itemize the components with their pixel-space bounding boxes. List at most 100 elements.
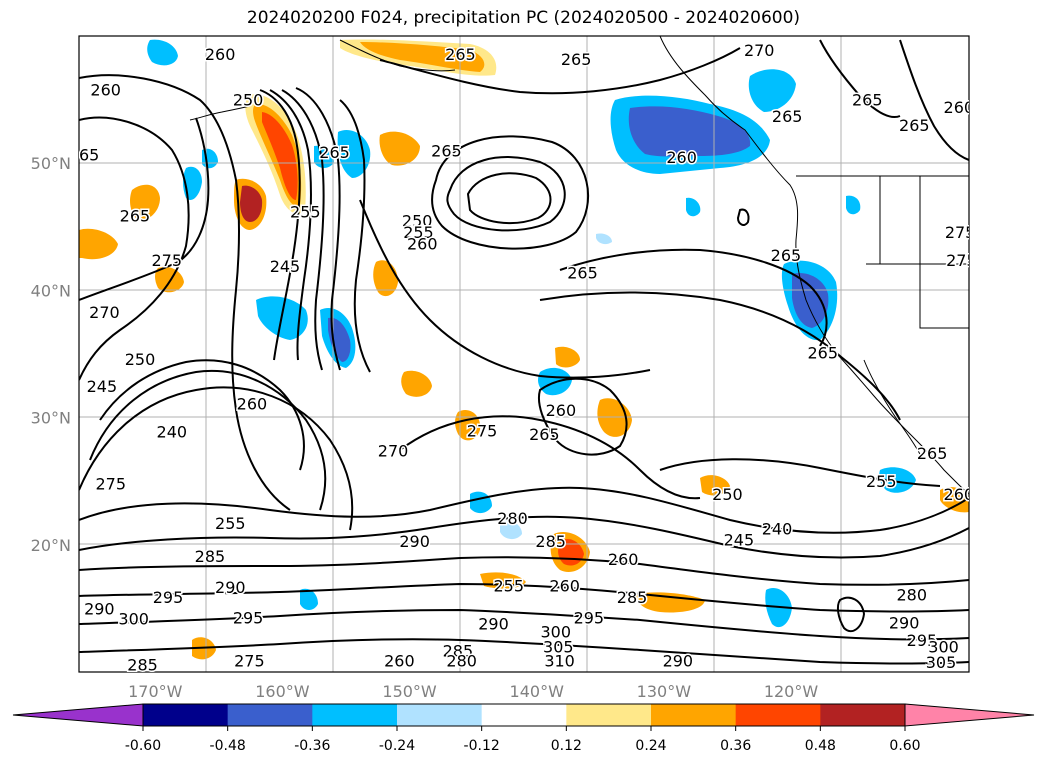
contour-line: [295, 87, 341, 371]
baja-coastline: [863, 359, 923, 459]
state-border: [919, 176, 969, 329]
negative-anomaly-area: [328, 317, 351, 362]
contour-label: 275: [96, 475, 127, 494]
contour-line: [79, 638, 969, 665]
contour-label: 265: [431, 141, 462, 160]
contour-label: 295: [574, 608, 605, 627]
north-america-coastline: [659, 36, 969, 495]
longitude-labels: 170°W 160°W 150°W 140°W 130°W 120°W: [128, 682, 818, 701]
positive-anomaly-area: [155, 266, 184, 293]
positive-anomaly-area: [555, 346, 580, 368]
contour-label: 260: [546, 401, 577, 420]
negative-anomaly-area: [337, 130, 371, 178]
contour-line: [259, 89, 301, 361]
contour-label: 275: [234, 652, 265, 671]
contour-line: [79, 556, 969, 586]
contour-line: [339, 99, 371, 373]
contour-label: 260: [205, 45, 236, 64]
longitude-tick-label: 120°W: [764, 682, 819, 701]
contour-line: [269, 89, 312, 361]
contour-label: 295: [907, 631, 938, 650]
contour-label: 265: [319, 143, 350, 162]
longitude-tick-label: 160°W: [255, 682, 310, 701]
contour-label: 265: [120, 206, 151, 225]
contour-line: [559, 248, 828, 347]
positive-anomaly-area: [262, 112, 298, 200]
contour-line: [466, 172, 552, 225]
contour-lines: [79, 39, 969, 665]
contour-label: 280: [497, 509, 528, 528]
positive-anomaly-area: [401, 370, 432, 397]
contour-label: 265: [808, 344, 839, 363]
negative-anomaly-area: [147, 39, 178, 66]
contour-label: 290: [399, 532, 430, 551]
contour-label: 265: [529, 425, 560, 444]
contour-label: 285: [535, 532, 566, 551]
contour-label: 275: [151, 251, 182, 270]
aleutian-islands: [189, 105, 251, 121]
contour-label: 305: [926, 653, 957, 672]
latitude-labels: 50°N 40°N 30°N 20°N: [31, 154, 71, 555]
longitude-tick-label: 130°W: [637, 682, 692, 701]
colorbar-tick-label: -0.48: [210, 738, 246, 754]
contour-label: 260: [237, 395, 268, 414]
positive-anomaly-area: [240, 185, 263, 222]
contour-label: 245: [724, 531, 755, 550]
contour-line: [446, 156, 566, 232]
contour-label: 260: [944, 98, 975, 117]
contour-line: [79, 582, 969, 613]
colorbar-bin: [312, 704, 398, 726]
contour-label: 250: [712, 485, 743, 504]
contour-label: 255: [290, 203, 321, 222]
contour-label: 265: [852, 91, 883, 110]
contour-label: 270: [89, 303, 120, 322]
contour-label: 275: [945, 223, 976, 242]
contour-line: [79, 486, 969, 534]
contour-label: 250: [233, 91, 264, 110]
coastlines: [189, 36, 969, 495]
contour-line: [99, 359, 305, 471]
positive-anomaly-area: [940, 487, 969, 513]
contour-label: 255: [866, 472, 897, 491]
positive-anomaly-area: [636, 592, 705, 613]
negative-anomaly-area: [846, 195, 861, 215]
contour-line: [79, 74, 291, 511]
contour-label: 265: [772, 107, 803, 126]
negative-anomaly-area: [748, 69, 796, 112]
contour-label: 270: [378, 442, 409, 461]
contour-line: [359, 199, 651, 379]
contour-line: [899, 39, 969, 161]
contour-label: 240: [762, 519, 793, 538]
contour-line: [281, 89, 325, 371]
contour-label: 285: [195, 547, 226, 566]
contour-label: 305: [543, 638, 574, 657]
contour-label: 250: [402, 211, 433, 230]
latitude-tick-label: 30°N: [31, 409, 71, 428]
colorbar-tick-label: -0.12: [464, 738, 500, 754]
positive-anomaly-area: [379, 131, 420, 166]
contour-label: 295: [233, 608, 264, 627]
longitude-tick-label: 140°W: [510, 682, 565, 701]
colorbar-tick-label: 0.12: [551, 738, 582, 754]
contour-label: 265: [567, 264, 598, 283]
contour-label: 285: [127, 655, 158, 674]
colorbar-tick-label: 0.36: [720, 738, 751, 754]
colorbar-tick-label: -0.36: [294, 738, 330, 754]
contour-label: 285: [443, 641, 474, 660]
negative-anomaly-area: [628, 106, 751, 157]
colorbar-outline: [142, 703, 906, 727]
contour-label: 260: [90, 80, 121, 99]
contour-line: [736, 208, 750, 226]
colorbar-tick-label: 0.60: [889, 738, 920, 754]
positive-anomaly-area: [130, 184, 160, 221]
contour-label: 290: [84, 599, 115, 618]
contour-label: 260: [666, 148, 697, 167]
colorbar-bin: [143, 704, 229, 726]
colorbar-bin: [651, 704, 737, 726]
contour-label: 270: [744, 41, 775, 60]
colorbar-bin: [227, 704, 313, 726]
contour-line: [431, 135, 589, 250]
contour-label: 255: [403, 223, 434, 242]
colorbar: -0.60 -0.48 -0.36 -0.24 -0.12 0.12 0.24 0.36 0.4…: [12, 703, 1035, 754]
